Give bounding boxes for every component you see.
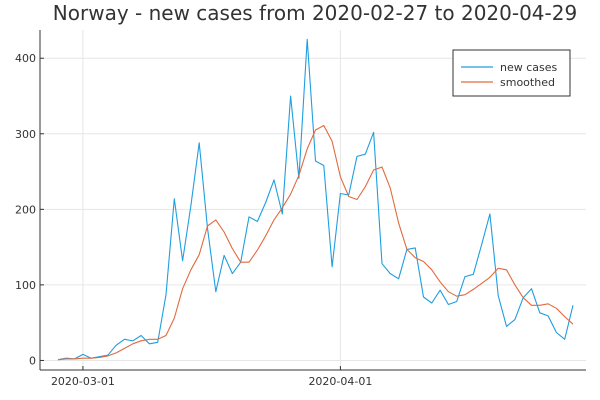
y-axis-ticks: 0 100 200 300 400	[15, 52, 44, 367]
chart-title: Norway - new cases from 2020-02-27 to 20…	[53, 1, 577, 25]
legend-box	[452, 49, 571, 97]
x-tick-label: 2020-03-01	[51, 375, 115, 388]
y-tick-label: 400	[15, 52, 36, 65]
x-axis-ticks: 2020-03-01 2020-04-01	[51, 366, 372, 388]
series-line-new-cases	[57, 38, 574, 361]
y-tick-label: 300	[15, 128, 36, 141]
x-tick-label: 2020-04-01	[308, 375, 372, 388]
legend-label-new-cases: new cases	[500, 61, 558, 74]
series-lines	[57, 38, 574, 361]
legend: new cases smoothed	[452, 49, 571, 97]
y-tick-label: 0	[29, 354, 36, 367]
grid	[40, 30, 586, 370]
series-line-smoothed	[57, 124, 574, 361]
legend-label-smoothed: smoothed	[500, 76, 555, 89]
y-tick-label: 200	[15, 203, 36, 216]
y-tick-label: 100	[15, 279, 36, 292]
